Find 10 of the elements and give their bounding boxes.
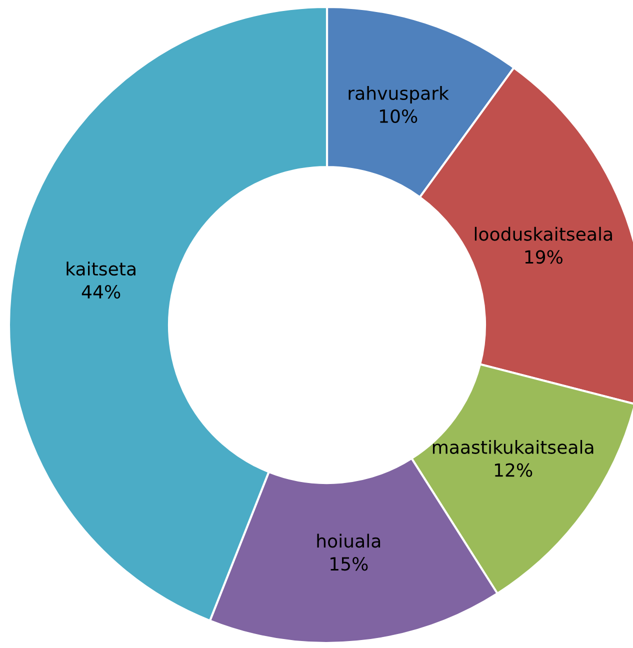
data-label: 44%: [82, 284, 120, 299]
slice-label: looduskaitseala: [474, 226, 612, 241]
data-label: 19%: [525, 250, 562, 264]
slice-label: hoiuala: [317, 534, 380, 548]
slice-label: rahvuspark: [348, 86, 449, 104]
slice-label: kaitseta: [66, 262, 136, 276]
slice-label: maastikukaitseala: [432, 440, 594, 454]
data-label: 15%: [330, 557, 368, 571]
data-label: 10%: [380, 109, 418, 123]
data-label: 12%: [494, 463, 532, 477]
